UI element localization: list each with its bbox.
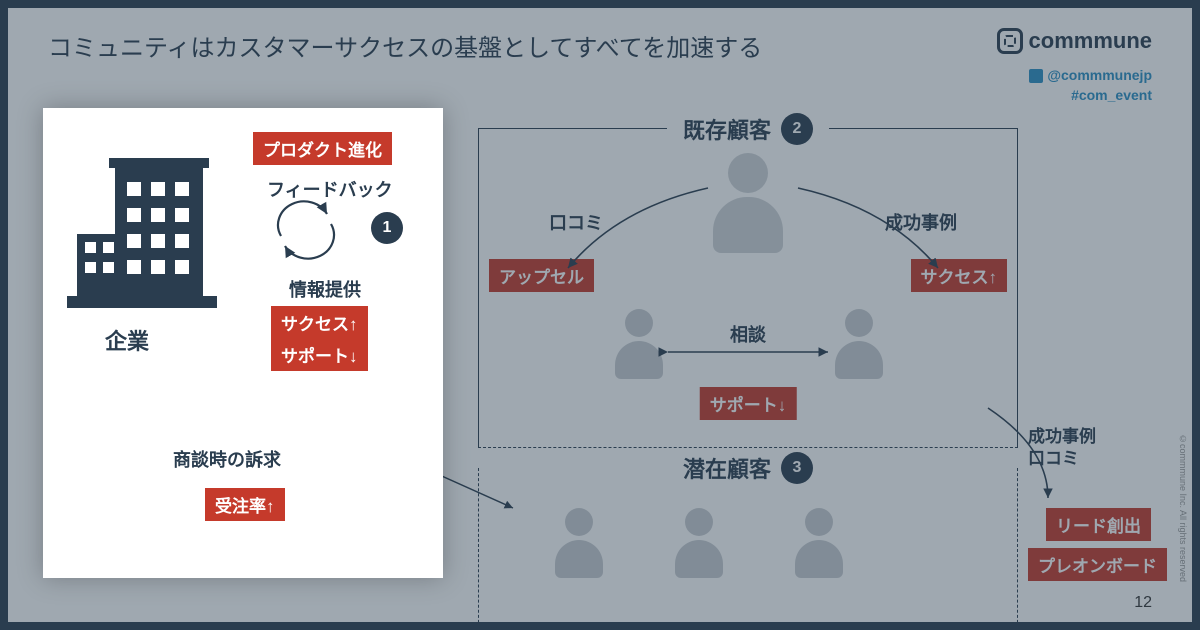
person-icon xyxy=(669,508,729,578)
appeal-label: 商談時の訴求 xyxy=(173,446,281,472)
event-hashtag: #com_event xyxy=(1029,86,1152,106)
person-icon xyxy=(703,153,793,253)
company-label: 企業 xyxy=(105,324,149,356)
support-down-tag-card: サポート↓ xyxy=(271,338,368,371)
support-down-tag: サポート↓ xyxy=(700,387,797,420)
product-evolution-tag: プロダクト進化 xyxy=(253,132,392,165)
success-up-tag: サクセス↑ xyxy=(911,259,1008,292)
twitter-icon xyxy=(1029,69,1043,83)
copyright: ©commmune Inc. All rights reserved xyxy=(1178,434,1188,582)
person-icon xyxy=(549,508,609,578)
page-number: 12 xyxy=(1134,594,1152,612)
wom-label: 口コミ xyxy=(549,209,603,235)
success-case-label: 成功事例 xyxy=(885,209,957,235)
feedback-label: フィードバック xyxy=(267,176,393,202)
brand-text: commmune xyxy=(1029,28,1152,54)
company-card: 企業 プロダクト進化 フィードバック 1 情報提供 サクセス↑ サポート↓ 商談… xyxy=(43,108,443,578)
brand-icon xyxy=(997,28,1023,54)
success-up-tag-card: サクセス↑ xyxy=(271,306,368,339)
upsell-tag: アップセル xyxy=(489,259,594,292)
potential-header: 潜在顧客 3 xyxy=(667,452,829,484)
social-block: @commmunejp #com_event xyxy=(1029,66,1152,105)
info-provision-label: 情報提供 xyxy=(289,276,361,302)
potential-customers-box: 潜在顧客 3 xyxy=(478,468,1018,628)
existing-label: 既存顧客 xyxy=(683,113,771,145)
existing-customers-box: 既存顧客 2 口コミ 成功事例 アップセル サクセス↑ 相談 サポート↓ xyxy=(478,128,1018,448)
potential-label: 潜在顧客 xyxy=(683,452,771,484)
lead-gen-tag: リード創出 xyxy=(1046,508,1151,541)
person-icon xyxy=(789,508,849,578)
building-icon xyxy=(73,168,203,308)
person-icon xyxy=(609,309,669,379)
badge-2: 2 xyxy=(781,113,813,145)
badge-1: 1 xyxy=(371,212,403,244)
existing-header: 既存顧客 2 xyxy=(667,113,829,145)
orderrate-tag: 受注率↑ xyxy=(205,488,285,521)
slide-title: コミュニティはカスタマーサクセスの基盤としてすべてを加速する xyxy=(48,28,762,63)
brand: commmune xyxy=(997,28,1152,54)
consult-label: 相談 xyxy=(730,321,766,347)
slide: コミュニティはカスタマーサクセスの基盤としてすべてを加速する commmune … xyxy=(8,8,1192,622)
preonboard-tag: プレオンボード xyxy=(1028,548,1167,581)
cycle-arrows-icon xyxy=(267,200,357,260)
badge-3: 3 xyxy=(781,452,813,484)
twitter-handle: @commmunejp xyxy=(1047,67,1152,83)
case-wom-label: 成功事例 口コミ xyxy=(1028,426,1096,470)
person-icon xyxy=(829,309,889,379)
